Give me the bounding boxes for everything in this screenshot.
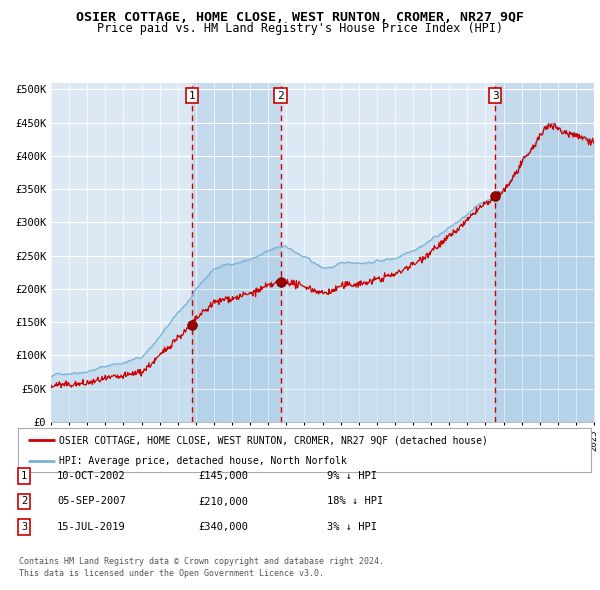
Text: 18% ↓ HPI: 18% ↓ HPI	[327, 497, 383, 506]
Text: Contains HM Land Registry data © Crown copyright and database right 2024.: Contains HM Land Registry data © Crown c…	[19, 557, 384, 566]
Text: HPI: Average price, detached house, North Norfolk: HPI: Average price, detached house, Nort…	[59, 456, 347, 466]
Text: £210,000: £210,000	[198, 497, 248, 506]
Text: 2: 2	[277, 91, 284, 100]
Text: 05-SEP-2007: 05-SEP-2007	[57, 497, 126, 506]
Text: 9% ↓ HPI: 9% ↓ HPI	[327, 471, 377, 481]
Text: 1: 1	[188, 91, 195, 100]
Text: 10-OCT-2002: 10-OCT-2002	[57, 471, 126, 481]
Text: 2: 2	[21, 497, 27, 506]
Text: 3% ↓ HPI: 3% ↓ HPI	[327, 522, 377, 532]
Text: OSIER COTTAGE, HOME CLOSE, WEST RUNTON, CROMER, NR27 9QF (detached house): OSIER COTTAGE, HOME CLOSE, WEST RUNTON, …	[59, 435, 488, 445]
Text: Price paid vs. HM Land Registry's House Price Index (HPI): Price paid vs. HM Land Registry's House …	[97, 22, 503, 35]
Text: £340,000: £340,000	[198, 522, 248, 532]
Text: 15-JUL-2019: 15-JUL-2019	[57, 522, 126, 532]
Text: OSIER COTTAGE, HOME CLOSE, WEST RUNTON, CROMER, NR27 9QF: OSIER COTTAGE, HOME CLOSE, WEST RUNTON, …	[76, 11, 524, 24]
Text: 3: 3	[21, 522, 27, 532]
Text: This data is licensed under the Open Government Licence v3.0.: This data is licensed under the Open Gov…	[19, 569, 324, 578]
Text: 1: 1	[21, 471, 27, 481]
Text: £145,000: £145,000	[198, 471, 248, 481]
Bar	[192, 83, 281, 422]
Bar	[495, 83, 594, 422]
Text: 3: 3	[492, 91, 499, 100]
